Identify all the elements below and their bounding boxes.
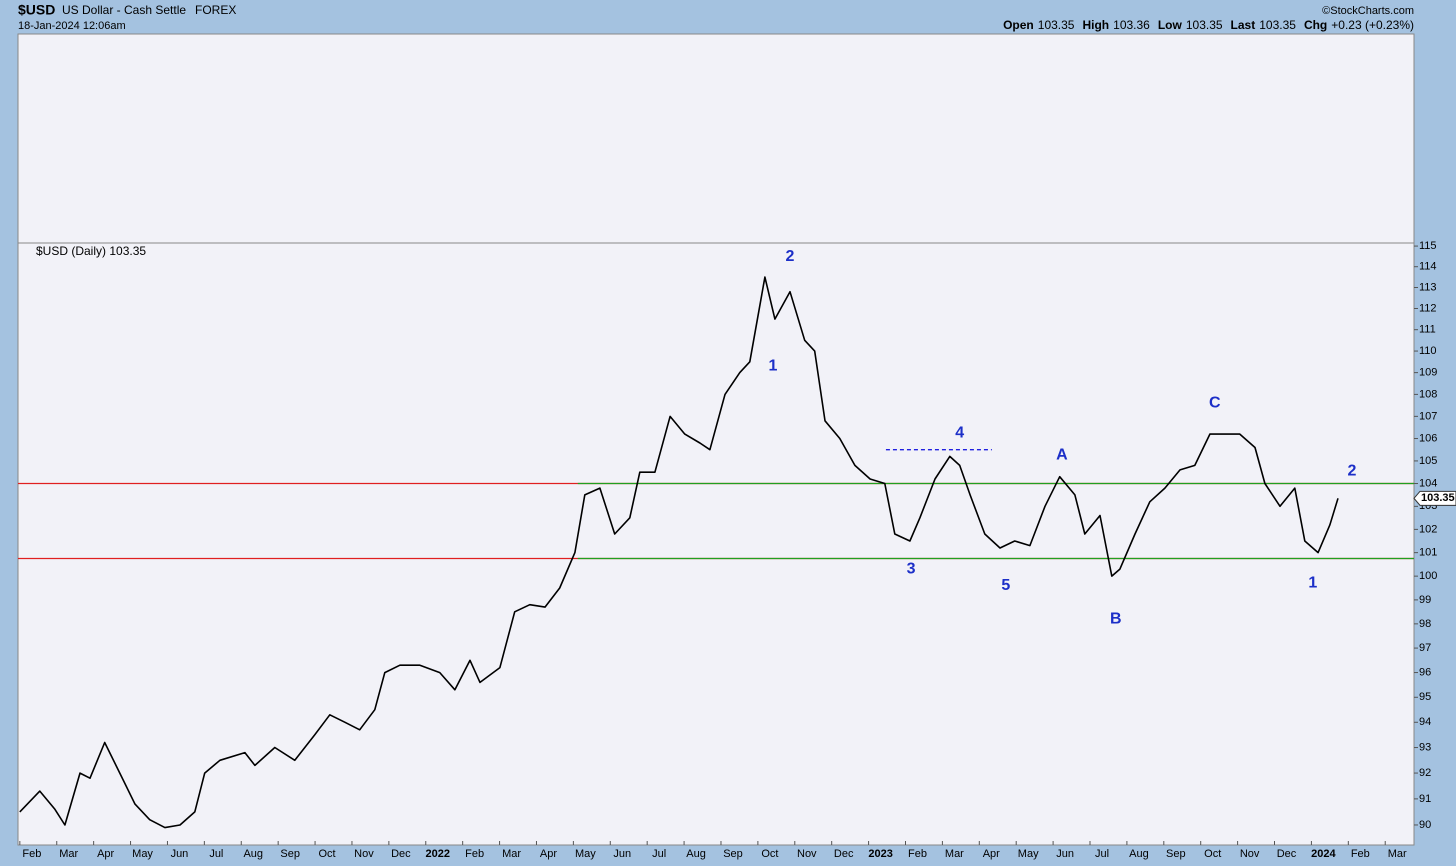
quote-value: +0.23 (+0.23%) bbox=[1331, 18, 1414, 32]
y-tick-label: 96 bbox=[1419, 666, 1431, 678]
x-tick-label: Jul bbox=[1095, 848, 1109, 860]
x-tick-label: Dec bbox=[834, 848, 854, 860]
x-tick-label: 2022 bbox=[426, 848, 450, 860]
wave-label: 3 bbox=[907, 560, 916, 577]
x-tick-label: Mar bbox=[59, 848, 78, 860]
x-tick-label: Apr bbox=[540, 848, 557, 860]
y-tick-label: 107 bbox=[1419, 410, 1437, 422]
y-tick-label: 114 bbox=[1419, 261, 1437, 273]
x-tick-label: May bbox=[132, 848, 153, 860]
quote: +0.23 (+0.23%)Chg103.35Last103.35Low103.… bbox=[1003, 18, 1414, 32]
price-line bbox=[19, 276, 1339, 829]
x-tick-label: Apr bbox=[97, 848, 114, 860]
wave-label: 2 bbox=[1348, 462, 1357, 479]
quote-label: Last bbox=[1231, 18, 1256, 32]
y-tick-label: 112 bbox=[1419, 302, 1437, 314]
x-tick-label: Feb bbox=[908, 848, 927, 860]
wave-label: 2 bbox=[786, 248, 795, 265]
x-tick-label: May bbox=[575, 848, 596, 860]
wave-label: 4 bbox=[955, 424, 964, 441]
x-tick-label: Mar bbox=[502, 848, 521, 860]
y-tick-label: 94 bbox=[1419, 716, 1431, 728]
wave-label: C bbox=[1209, 394, 1221, 411]
x-tick-label: Sep bbox=[1166, 848, 1186, 860]
x-tick-label: Aug bbox=[243, 848, 263, 860]
x-tick-label: Aug bbox=[686, 848, 706, 860]
y-tick-label: 108 bbox=[1419, 388, 1437, 400]
price-tag-label: 103.35 bbox=[1421, 492, 1455, 504]
x-tick-label: Feb bbox=[1351, 848, 1370, 860]
quote-value: 103.36 bbox=[1113, 18, 1150, 32]
legend: $USD (Daily) 103.35 bbox=[36, 244, 146, 258]
instrument-name: US Dollar - Cash Settle bbox=[62, 3, 186, 17]
wave-label: A bbox=[1056, 446, 1068, 463]
x-tick-label: Oct bbox=[1204, 848, 1221, 860]
x-tick-label: Apr bbox=[983, 848, 1000, 860]
x-tick-label: Sep bbox=[280, 848, 300, 860]
y-tick-label: 109 bbox=[1419, 367, 1437, 379]
y-tick-label: 99 bbox=[1419, 594, 1431, 606]
credit: ©StockCharts.com bbox=[1322, 5, 1414, 17]
x-tick-label: Nov bbox=[797, 848, 817, 860]
x-tick-label: Nov bbox=[354, 848, 374, 860]
y-tick-label: 115 bbox=[1419, 240, 1437, 252]
quote-label: Open bbox=[1003, 18, 1034, 32]
y-tick-label: 110 bbox=[1419, 345, 1437, 357]
y-tick-label: 97 bbox=[1419, 642, 1431, 654]
x-tick-label: Mar bbox=[945, 848, 964, 860]
x-tick-label: Jun bbox=[1056, 848, 1074, 860]
wave-label: B bbox=[1110, 610, 1122, 627]
x-tick-label: Jun bbox=[171, 848, 189, 860]
x-tick-label: Dec bbox=[391, 848, 411, 860]
x-tick-label: Feb bbox=[22, 848, 41, 860]
y-tick-label: 113 bbox=[1419, 281, 1437, 293]
x-tick-label: Oct bbox=[318, 848, 335, 860]
x-tick-label: Jul bbox=[652, 848, 666, 860]
price-tag bbox=[1413, 490, 1456, 506]
y-tick-label: 111 bbox=[1419, 324, 1436, 336]
quote-value: 103.35 bbox=[1259, 18, 1296, 32]
x-tick-label: Oct bbox=[761, 848, 778, 860]
y-tick-label: 104 bbox=[1419, 477, 1437, 489]
y-tick-label: 100 bbox=[1419, 570, 1437, 582]
x-tick-label: Feb bbox=[465, 848, 484, 860]
wave-label: 5 bbox=[1001, 577, 1010, 594]
y-tick-label: 98 bbox=[1419, 618, 1431, 630]
x-tick-label: May bbox=[1018, 848, 1039, 860]
x-tick-label: Dec bbox=[1277, 848, 1297, 860]
quote-label: Chg bbox=[1304, 18, 1327, 32]
y-tick-label: 101 bbox=[1419, 547, 1437, 559]
x-tick-label: Aug bbox=[1129, 848, 1149, 860]
y-tick-label: 106 bbox=[1419, 432, 1437, 444]
y-tick-label: 90 bbox=[1419, 819, 1431, 831]
price-panel bbox=[17, 242, 1415, 846]
x-tick-label: 2023 bbox=[868, 848, 892, 860]
quote-label: High bbox=[1082, 18, 1109, 32]
y-tick-label: 92 bbox=[1419, 767, 1431, 779]
y-tick-label: 91 bbox=[1419, 793, 1431, 805]
wave-label: 1 bbox=[769, 357, 778, 374]
quote-label: Low bbox=[1158, 18, 1183, 32]
quote-value: 103.35 bbox=[1038, 18, 1075, 32]
x-tick-label: Jun bbox=[613, 848, 631, 860]
y-tick-label: 95 bbox=[1419, 691, 1431, 703]
wave-label: 1 bbox=[1308, 574, 1317, 591]
x-tick-label: Sep bbox=[723, 848, 743, 860]
y-tick-label: 102 bbox=[1419, 523, 1437, 535]
symbol: $USD bbox=[18, 2, 55, 18]
x-tick-label: Jul bbox=[209, 848, 223, 860]
quote-value: 103.35 bbox=[1186, 18, 1223, 32]
date: 18-Jan-2024 12:06am bbox=[18, 20, 126, 32]
x-tick-label: 2024 bbox=[1311, 848, 1336, 860]
x-tick-label: Mar bbox=[1388, 848, 1407, 860]
x-tick-label: Nov bbox=[1240, 848, 1260, 860]
exchange: FOREX bbox=[195, 3, 236, 17]
y-tick-label: 93 bbox=[1419, 741, 1431, 753]
upper-panel bbox=[17, 33, 1415, 244]
y-tick-label: 105 bbox=[1419, 455, 1437, 467]
